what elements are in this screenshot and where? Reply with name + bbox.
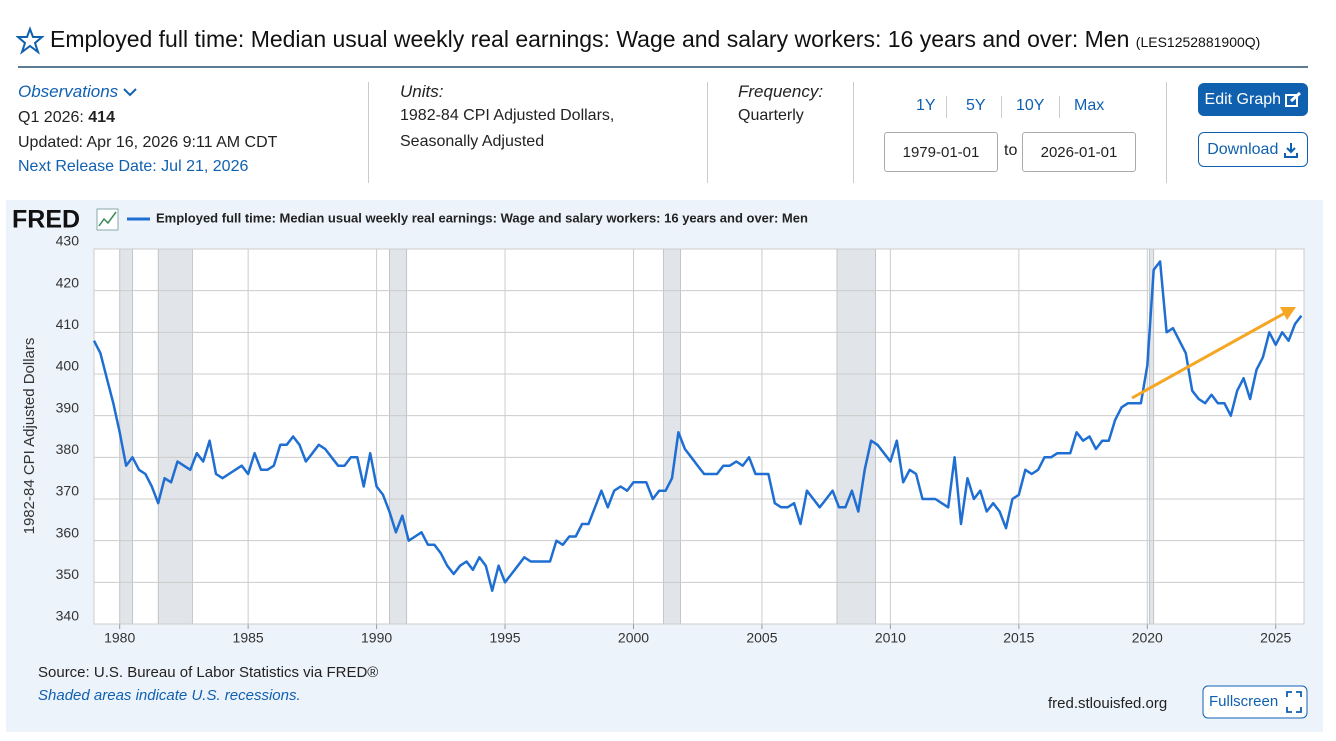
logo-icon	[96, 208, 119, 231]
series-id: (LES1252881900Q)	[1135, 34, 1261, 50]
download-label[interactable]: Download	[1207, 140, 1279, 158]
range-sep	[1001, 96, 1002, 118]
y-tick-label: 390	[56, 399, 80, 415]
separator	[368, 82, 369, 183]
x-tick-label: 1985	[233, 630, 264, 646]
fullscreen-icon	[1286, 691, 1302, 713]
y-tick-label: 420	[56, 274, 80, 290]
site-url: fred.stlouisfed.org	[1048, 695, 1167, 712]
next-release[interactable]: Next Release Date: Jul 21, 2026	[18, 158, 249, 175]
annotation-arrowhead	[1280, 307, 1296, 320]
end-date[interactable]: 2026-01-01	[1022, 132, 1136, 172]
frequency-value: Quarterly	[738, 107, 804, 124]
y-tick-label: 340	[56, 608, 80, 624]
source: Source: U.S. Bureau of Labor Statistics …	[38, 664, 378, 681]
edit-graph-label[interactable]: Edit Graph	[1204, 90, 1282, 108]
chevron	[123, 88, 137, 97]
annotation-arrow	[1131, 311, 1286, 400]
separator	[1166, 82, 1167, 183]
x-tick-label: 2000	[618, 630, 649, 646]
range-1y[interactable]: 1Y	[916, 97, 936, 114]
favorite-star[interactable]	[16, 26, 46, 56]
fullscreen-label[interactable]: Fullscreen	[1209, 693, 1278, 710]
recession-band	[389, 248, 408, 625]
y-tick-label: 360	[56, 524, 80, 540]
x-tick-label: 1990	[361, 630, 392, 646]
y-tick-label: 350	[56, 566, 80, 582]
recession-band	[836, 248, 876, 625]
y-tick-label: 380	[56, 441, 80, 457]
edit-graph-button[interactable]: Edit Graph	[1198, 83, 1308, 116]
x-tick-label: 2020	[1132, 630, 1163, 646]
x-tick-label: 2010	[875, 630, 906, 646]
series-line	[92, 260, 1303, 592]
title-text: Employed full time: Median usual weekly …	[50, 26, 1130, 52]
plot-border	[93, 248, 1305, 625]
fullscreen-button[interactable]	[1202, 685, 1308, 719]
updated: Updated: Apr 16, 2026 9:11 AM CDT	[18, 134, 278, 151]
logo-icon-line	[98, 211, 117, 227]
latest-value: 414	[88, 109, 115, 126]
x-tick-label: 2005	[746, 630, 777, 646]
title: Employed full time: Median usual weekly …	[50, 26, 1260, 53]
to-label: to	[1004, 142, 1018, 159]
range-max[interactable]: Max	[1074, 97, 1105, 114]
plot-area	[94, 249, 1304, 624]
fred-logo: FRED	[12, 206, 80, 234]
download-button[interactable]: Download	[1198, 132, 1308, 167]
y-tick-label: 400	[56, 358, 80, 374]
latest-observation: Q1 2026: 414	[18, 109, 115, 127]
x-tick-label: 1980	[104, 630, 135, 646]
x-tick-label: 2015	[1003, 630, 1034, 646]
range-5y[interactable]: 5Y	[966, 97, 986, 114]
header-rule	[18, 66, 1308, 68]
separator	[707, 82, 708, 183]
frequency-label: Frequency:	[738, 82, 824, 101]
units-line2: Seasonally Adjusted	[400, 133, 545, 150]
range-sep	[946, 96, 947, 118]
y-tick-label: 430	[56, 233, 80, 249]
y-tick-label: 410	[56, 316, 80, 332]
period: Q1 2026:	[18, 109, 84, 126]
edit-icon	[1285, 91, 1302, 107]
download-icon	[1283, 142, 1298, 158]
recession-band	[157, 248, 193, 625]
observations-toggle[interactable]: Observations	[18, 82, 137, 102]
legend-label: Employed full time: Median usual weekly …	[156, 210, 808, 225]
observations-label[interactable]: Observations	[18, 82, 119, 101]
recession-note: Shaded areas indicate U.S. recessions.	[38, 687, 301, 704]
separator	[853, 82, 854, 183]
units-line1: 1982-84 CPI Adjusted Dollars,	[400, 107, 615, 124]
range-10y[interactable]: 10Y	[1016, 97, 1045, 114]
y-axis-label: 1982-84 CPI Adjusted Dollars	[21, 338, 38, 535]
x-tick-label: 1995	[489, 630, 520, 646]
start-date[interactable]: 1979-01-01	[884, 132, 998, 172]
y-tick-label: 370	[56, 483, 80, 499]
range-sep	[1059, 96, 1060, 118]
units-label: Units:	[400, 82, 444, 101]
x-tick-label: 2025	[1260, 630, 1291, 646]
